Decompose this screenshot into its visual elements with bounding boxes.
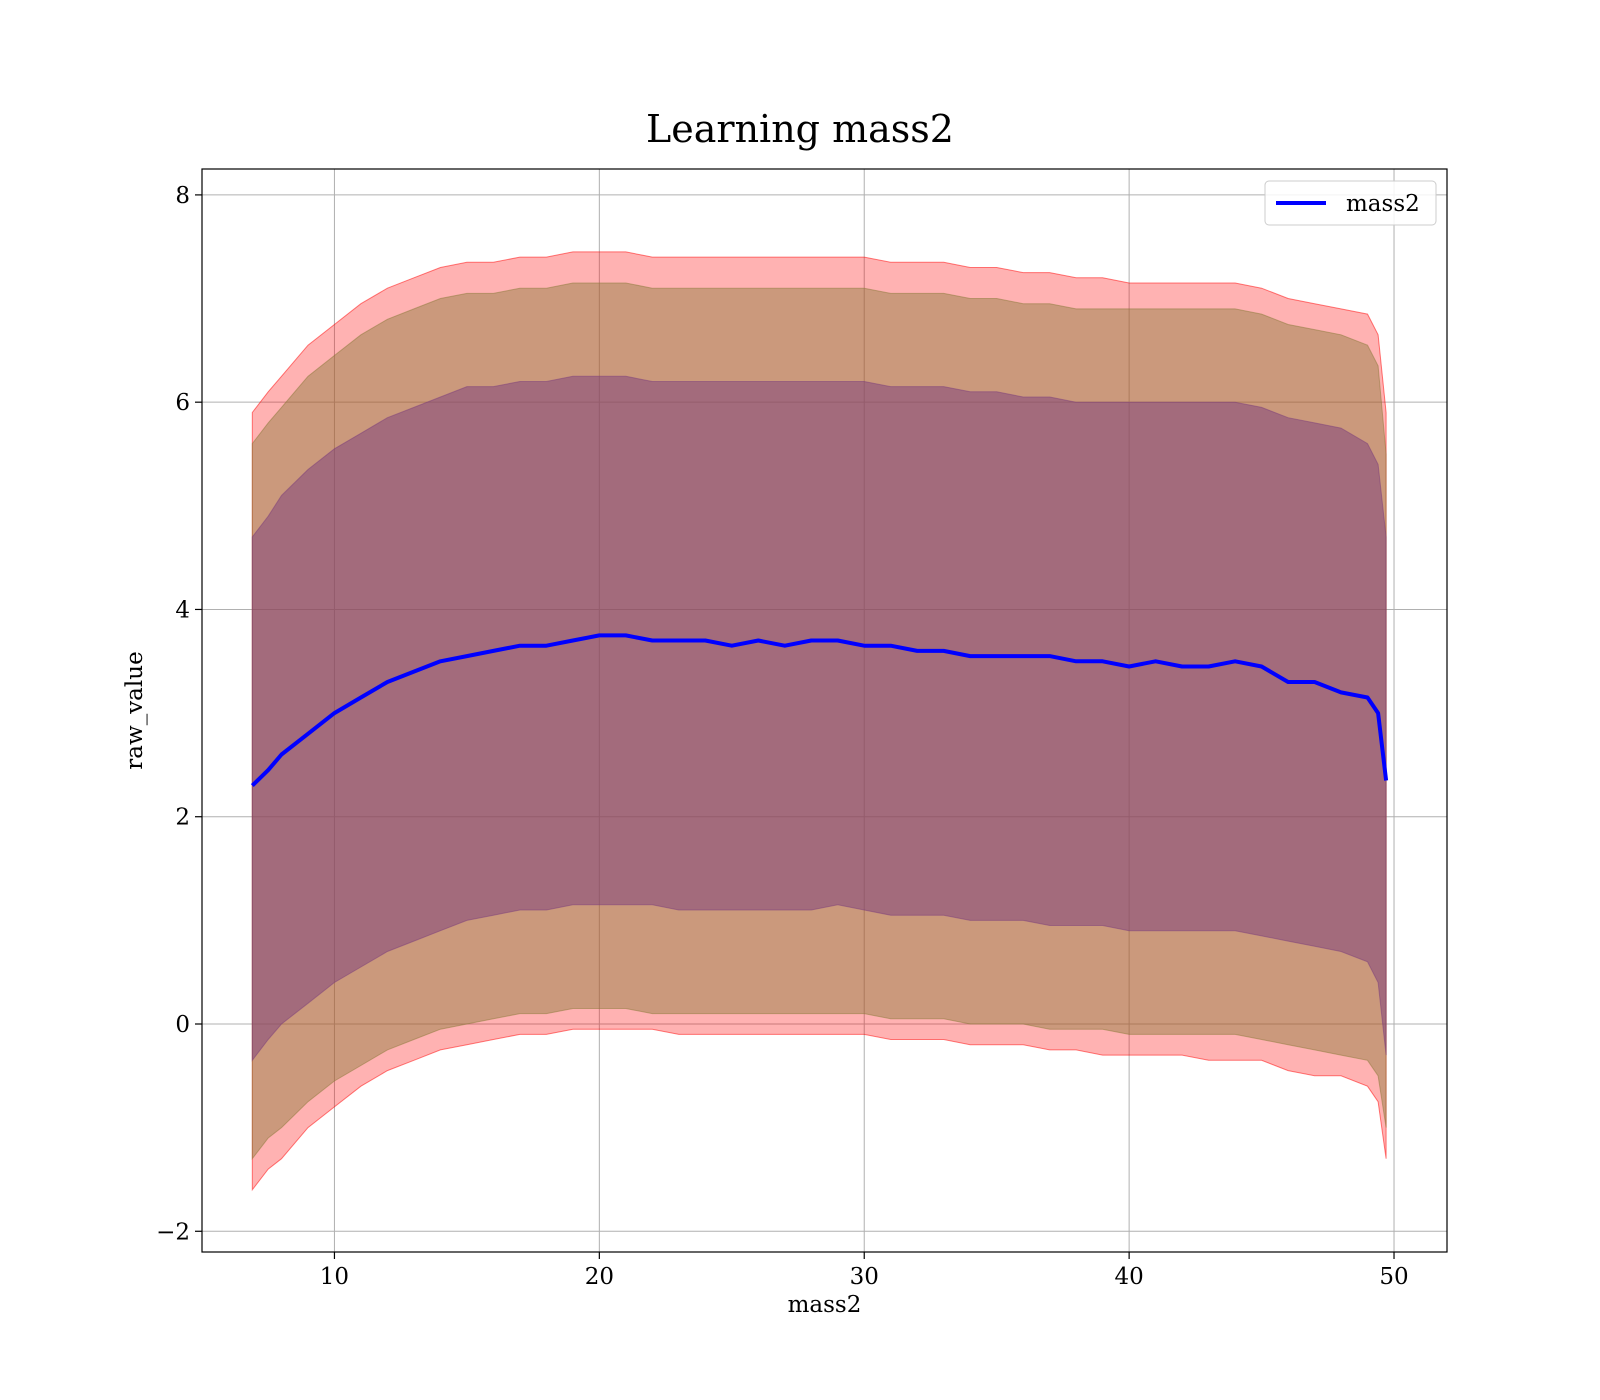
x-tick-label: 10 <box>320 1264 349 1290</box>
legend-entry-label: mass2 <box>1346 191 1420 217</box>
x-axis-label: mass2 <box>788 1292 862 1318</box>
legend: mass2 <box>1264 180 1437 226</box>
series-line-mass2 <box>250 633 1389 788</box>
y-tick-label: 6 <box>175 390 190 416</box>
plot-area <box>202 169 1447 1252</box>
x-tick-label: 30 <box>850 1264 879 1290</box>
chart-title: Learning mass2 <box>646 107 954 151</box>
x-tick-label: 50 <box>1379 1264 1408 1290</box>
y-tick-label: −2 <box>156 1219 190 1245</box>
y-tick-label: 8 <box>175 183 190 209</box>
y-axis-label: raw_value <box>122 651 148 769</box>
inner-band <box>251 375 1387 1062</box>
x-tick-label: 40 <box>1114 1264 1143 1290</box>
y-tick-label: 0 <box>175 1012 190 1038</box>
plot-frame <box>201 168 1448 1253</box>
legend-box <box>1264 180 1437 226</box>
axis-ticks: 10 20 30 40 50 −2 0 2 4 6 8 <box>156 183 1409 1290</box>
y-tick-label: 4 <box>175 597 190 623</box>
y-tick-label: 2 <box>175 805 190 831</box>
x-tick-label: 20 <box>585 1264 614 1290</box>
